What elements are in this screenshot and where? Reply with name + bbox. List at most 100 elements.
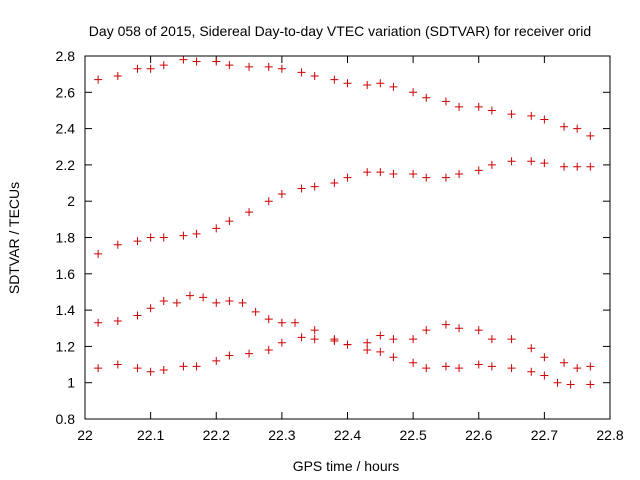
y-tick-label: 2 [67, 193, 75, 209]
data-point [363, 168, 372, 177]
data-point [212, 356, 221, 365]
data-point [441, 320, 450, 329]
data-point [409, 169, 418, 178]
data-point [113, 240, 122, 249]
data-point [573, 124, 582, 133]
data-point [225, 351, 234, 360]
data-point [310, 182, 319, 191]
data-point [159, 365, 168, 374]
data-point [527, 344, 536, 353]
data-point [172, 298, 181, 307]
data-point [159, 233, 168, 242]
data-point [376, 168, 385, 177]
data-point [297, 184, 306, 193]
data-point [363, 338, 372, 347]
data-point [527, 157, 536, 166]
y-tick-label: 1.4 [56, 302, 76, 318]
x-tick-label: 22.4 [334, 427, 361, 443]
data-point [264, 315, 273, 324]
plot-frame [84, 55, 611, 420]
data-point [192, 362, 201, 371]
y-tick-label: 2.6 [56, 84, 76, 100]
data-point [133, 237, 142, 246]
data-point [422, 364, 431, 373]
data-point [133, 311, 142, 320]
data-point [212, 224, 221, 233]
y-axis-label: SDTVAR / TECUs [6, 182, 22, 294]
data-point [297, 68, 306, 77]
data-point [133, 364, 142, 373]
data-point [487, 362, 496, 371]
data-point [113, 360, 122, 369]
data-point [225, 217, 234, 226]
data-point [94, 249, 103, 258]
data-point [389, 353, 398, 362]
data-point [291, 318, 299, 327]
y-tick-label: 0.8 [56, 411, 76, 427]
x-tick-label: 22.3 [268, 427, 295, 443]
data-point [113, 316, 122, 325]
data-point [146, 367, 155, 376]
data-point [376, 331, 385, 340]
data-point [586, 162, 595, 171]
data-point [507, 335, 516, 344]
data-point [487, 106, 496, 115]
data-point [586, 131, 595, 140]
data-point [474, 326, 483, 335]
data-point [487, 160, 496, 169]
data-point [455, 102, 464, 111]
data-point [277, 318, 286, 327]
data-point [94, 364, 103, 373]
data-point [389, 82, 398, 91]
data-point [245, 62, 254, 71]
data-point [441, 97, 450, 106]
data-point [179, 231, 188, 240]
data-point [264, 197, 273, 206]
data-point [389, 335, 398, 344]
data-point [560, 162, 569, 171]
data-point [553, 378, 562, 387]
data-point [297, 333, 306, 342]
data-point [474, 360, 483, 369]
y-tick-label: 1 [67, 375, 75, 391]
data-point [310, 71, 319, 80]
data-point [146, 233, 155, 242]
data-marks [94, 55, 595, 389]
data-point [245, 349, 254, 358]
data-point [330, 75, 339, 84]
data-point [376, 79, 385, 88]
data-point [330, 336, 339, 345]
x-tick-label: 22.8 [596, 427, 623, 443]
data-point [179, 362, 188, 371]
y-tick-label: 2.2 [56, 157, 76, 173]
data-point [343, 173, 352, 182]
axes: 22 22.1 22.2 22.3 22.4 22.5 22.6 22.7 22.80.811.… [56, 48, 624, 443]
data-point [277, 189, 286, 198]
data-point [186, 291, 194, 300]
data-point [422, 326, 431, 335]
data-point [133, 64, 142, 73]
data-point [540, 371, 549, 380]
chart-title: Day 058 of 2015, Sidereal Day-to-day VTE… [89, 23, 591, 39]
data-point [146, 64, 155, 73]
data-point [540, 159, 549, 168]
data-point [441, 173, 450, 182]
data-point [159, 297, 168, 306]
data-point [507, 157, 516, 166]
data-point [192, 57, 201, 66]
y-tick-label: 1.8 [56, 230, 76, 246]
data-point [560, 358, 569, 367]
data-point [560, 122, 569, 131]
data-point [113, 71, 122, 80]
data-point [277, 338, 286, 347]
data-point [212, 298, 221, 307]
data-point [264, 62, 273, 71]
data-point [507, 364, 516, 373]
data-point [507, 110, 516, 119]
data-point [310, 335, 319, 344]
data-point [179, 55, 188, 64]
data-point [238, 298, 247, 307]
data-point [225, 297, 234, 306]
x-tick-label: 22.6 [465, 427, 492, 443]
